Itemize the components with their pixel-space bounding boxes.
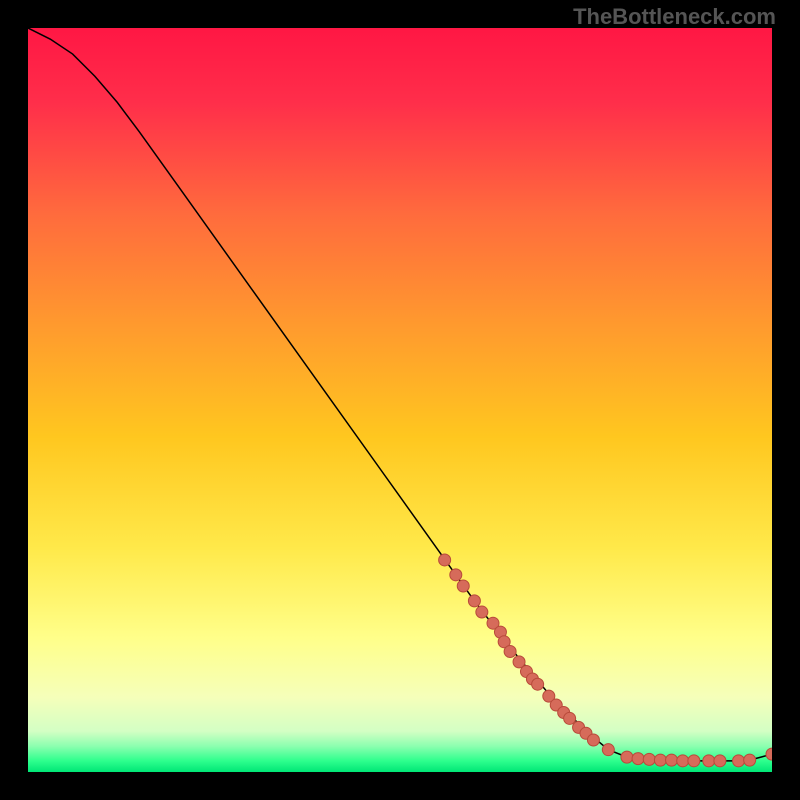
scatter-point (532, 678, 544, 690)
scatter-point (643, 753, 655, 765)
scatter-point (504, 645, 516, 657)
scatter-point (688, 755, 700, 767)
scatter-point (468, 595, 480, 607)
scatter-point (714, 755, 726, 767)
scatter-point (457, 580, 469, 592)
scatter-point (677, 755, 689, 767)
plot-area (28, 28, 772, 772)
chart-svg (28, 28, 772, 772)
scatter-point (439, 554, 451, 566)
curve-line (28, 28, 772, 761)
watermark-text: TheBottleneck.com (573, 4, 776, 30)
scatter-point (602, 744, 614, 756)
scatter-point (450, 569, 462, 581)
scatter-point (654, 754, 666, 766)
scatter-point (733, 755, 745, 767)
scatter-point (766, 748, 772, 760)
scatter-point (564, 712, 576, 724)
scatter-point (744, 754, 756, 766)
scatter-point (587, 734, 599, 746)
scatter-point (476, 606, 488, 618)
scatter-point (621, 751, 633, 763)
scatter-point (632, 753, 644, 765)
scatter-point (703, 755, 715, 767)
scatter-point (666, 754, 678, 766)
scatter-group (439, 554, 772, 767)
